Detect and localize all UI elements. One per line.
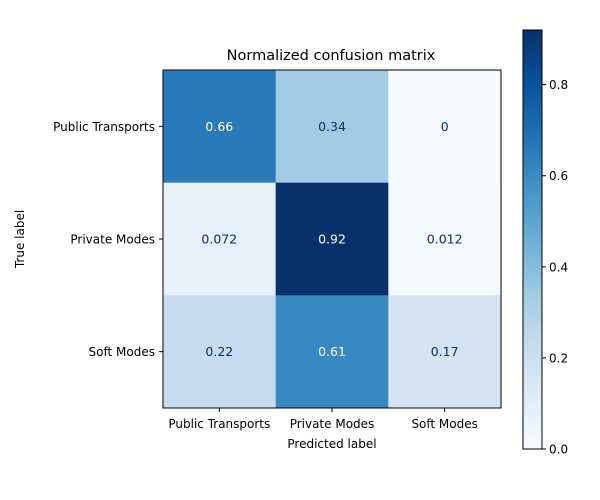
heatmap-cell <box>275 70 389 184</box>
cell-value-label: 0 <box>441 119 449 134</box>
y-tick-label: Public Transports <box>53 120 155 134</box>
heatmap-cell <box>275 295 389 409</box>
x-tick-label: Soft Modes <box>411 417 477 431</box>
cell-value-label: 0.22 <box>205 344 233 359</box>
heatmap-cell <box>388 295 502 409</box>
x-tick-label: Private Modes <box>290 417 375 431</box>
colorbar-ticks: 0.0 0.2 0.4 0.6 0.8 <box>542 78 568 457</box>
colorbar-tick-label: 0.0 <box>549 443 568 457</box>
cell-value-label: 0.34 <box>318 119 346 134</box>
colorbar <box>522 29 543 450</box>
colorbar-tick-label: 0.2 <box>549 351 568 365</box>
heatmap-cell <box>163 182 277 296</box>
cell-value-label: 0.92 <box>318 232 346 247</box>
cell-value-label: 0.012 <box>427 232 463 247</box>
colorbar-tick-label: 0.8 <box>549 78 568 92</box>
cell-value-label: 0.17 <box>431 344 459 359</box>
heatmap-cell <box>163 70 277 184</box>
y-axis-label: True label <box>13 210 27 269</box>
heatmap-cell <box>275 182 389 296</box>
y-tick-label: Private Modes <box>70 233 155 247</box>
cell-value-label: 0.61 <box>318 344 346 359</box>
heatmap-cells <box>163 70 502 409</box>
heatmap-cell-labels: 0.66 0.34 0 0.072 0.92 0.012 0.22 0.61 0.17 <box>201 119 462 359</box>
colorbar-tick-label: 0.4 <box>549 260 568 274</box>
x-tick-label: Public Transports <box>168 417 270 431</box>
chart-title: Normalized confusion matrix <box>227 48 436 64</box>
y-axis-ticks: Public Transports Private Modes Soft Modes <box>53 120 163 359</box>
heatmap-cell <box>388 182 502 296</box>
y-tick-label: Soft Modes <box>89 345 155 359</box>
colorbar-tick-label: 0.6 <box>549 169 568 183</box>
heatmap-cell <box>388 70 502 184</box>
cell-value-label: 0.072 <box>201 232 237 247</box>
heatmap-cell <box>163 295 277 409</box>
x-axis-label: Predicted label <box>287 437 376 451</box>
x-axis-ticks: Public Transports Private Modes Soft Modes <box>168 408 478 431</box>
cell-value-label: 0.66 <box>205 119 233 134</box>
